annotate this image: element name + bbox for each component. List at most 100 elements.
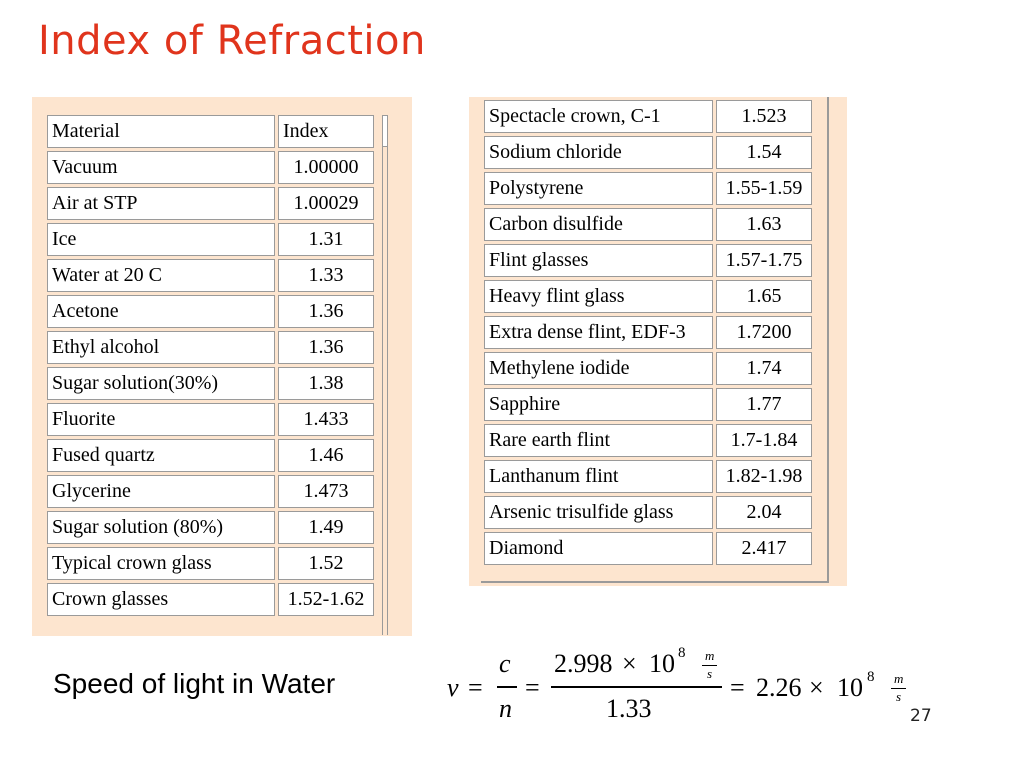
eq-equals-2: = (525, 673, 540, 702)
table-row: Carbon disulfide 1.63 (484, 208, 812, 241)
eq-unit-den-2: s (896, 689, 902, 704)
left-index-table: Material Index Vacuum 1.00000 Air at STP 1.00… (44, 112, 377, 619)
index-cell: 1.7200 (716, 316, 812, 349)
table-row: Methylene iodide 1.74 (484, 352, 812, 385)
index-cell: 1.523 (716, 100, 812, 133)
index-cell: 1.46 (278, 439, 374, 472)
eq-num-mantissa: 2.998 (554, 649, 613, 678)
index-cell: 1.7-1.84 (716, 424, 812, 457)
table-row: Ethyl alcohol 1.36 (47, 331, 374, 364)
index-cell: 1.63 (716, 208, 812, 241)
eq-exp-2: 8 (867, 669, 875, 685)
material-cell: Vacuum (47, 151, 275, 184)
eq-unit-num-2: m (894, 671, 904, 686)
material-cell: Spectacle crown, C-1 (484, 100, 713, 133)
right-table-bottom-rule (481, 581, 829, 583)
index-cell: 1.00000 (278, 151, 374, 184)
table-row: Heavy flint glass 1.65 (484, 280, 812, 313)
table-row: Crown glasses 1.52-1.62 (47, 583, 374, 616)
table-row: Acetone 1.36 (47, 295, 374, 328)
left-table-scrollbar[interactable] (382, 115, 388, 635)
table-row: Fused quartz 1.46 (47, 439, 374, 472)
table-row: Diamond 2.417 (484, 532, 812, 565)
index-cell: 1.36 (278, 295, 374, 328)
left-table-panel: Material Index Vacuum 1.00000 Air at STP 1.00… (32, 97, 412, 636)
material-cell: Water at 20 C (47, 259, 275, 292)
eq-unit-den-1: s (707, 666, 713, 681)
index-cell: 1.54 (716, 136, 812, 169)
table-row: Sugar solution (80%) 1.49 (47, 511, 374, 544)
index-cell: 1.38 (278, 367, 374, 400)
index-cell: 1.55-1.59 (716, 172, 812, 205)
material-cell: Fused quartz (47, 439, 275, 472)
index-cell: 1.00029 (278, 187, 374, 220)
table-row: Typical crown glass 1.52 (47, 547, 374, 580)
eq-unit-bar-1 (702, 665, 717, 666)
slide-title: Index of Refraction (38, 18, 426, 64)
material-cell: Rare earth flint (484, 424, 713, 457)
right-table-edge (827, 97, 829, 583)
eq-ten-1: 10 (649, 649, 675, 678)
index-cell: 1.31 (278, 223, 374, 256)
table-row: Rare earth flint 1.7-1.84 (484, 424, 812, 457)
eq-fraction-bar-cn (497, 686, 517, 688)
material-cell: Diamond (484, 532, 713, 565)
table-row: Arsenic trisulfide glass 2.04 (484, 496, 812, 529)
material-cell: Fluorite (47, 403, 275, 436)
table-row: Glycerine 1.473 (47, 475, 374, 508)
table-row: Lanthanum flint 1.82-1.98 (484, 460, 812, 493)
table-row: Ice 1.31 (47, 223, 374, 256)
material-cell: Glycerine (47, 475, 275, 508)
eq-exp-1: 8 (678, 645, 686, 661)
header-material: Material (47, 115, 275, 148)
table-row: Extra dense flint, EDF-3 1.7200 (484, 316, 812, 349)
eq-v: v (447, 673, 459, 702)
index-cell: 1.49 (278, 511, 374, 544)
table-row: Flint glasses 1.57-1.75 (484, 244, 812, 277)
table-row: Vacuum 1.00000 (47, 151, 374, 184)
eq-denominator: 1.33 (606, 694, 652, 723)
material-cell: Typical crown glass (47, 547, 275, 580)
table-row: Polystyrene 1.55-1.59 (484, 172, 812, 205)
material-cell: Sugar solution(30%) (47, 367, 275, 400)
index-cell: 1.74 (716, 352, 812, 385)
index-cell: 1.52 (278, 547, 374, 580)
material-cell: Flint glasses (484, 244, 713, 277)
material-cell: Lanthanum flint (484, 460, 713, 493)
table-row: Sapphire 1.77 (484, 388, 812, 421)
table-header-row: Material Index (47, 115, 374, 148)
index-cell: 2.04 (716, 496, 812, 529)
speed-caption: Speed of light in Water (53, 668, 336, 699)
index-cell: 1.433 (278, 403, 374, 436)
index-cell: 1.65 (716, 280, 812, 313)
index-cell: 2.417 (716, 532, 812, 565)
material-cell: Acetone (47, 295, 275, 328)
table-row: Sodium chloride 1.54 (484, 136, 812, 169)
material-cell: Ice (47, 223, 275, 256)
table-row: Spectacle crown, C-1 1.523 (484, 100, 812, 133)
header-index: Index (278, 115, 374, 148)
eq-ten-2: 10 (837, 673, 863, 702)
material-cell: Sugar solution (80%) (47, 511, 275, 544)
eq-times-1: × (622, 649, 637, 678)
eq-c: c (499, 649, 511, 678)
right-index-table: Spectacle crown, C-1 1.523 Sodium chloride… (481, 97, 815, 568)
material-cell: Heavy flint glass (484, 280, 713, 313)
index-cell: 1.33 (278, 259, 374, 292)
speed-equation: v = c n = 2.998 × 10 8 m s 1.33 = 2.26 ×… (447, 640, 917, 730)
table-row: Air at STP 1.00029 (47, 187, 374, 220)
material-cell: Carbon disulfide (484, 208, 713, 241)
scrollbar-thumb[interactable] (382, 115, 388, 147)
index-cell: 1.36 (278, 331, 374, 364)
table-row: Fluorite 1.433 (47, 403, 374, 436)
eq-n: n (499, 694, 512, 723)
page-number: 27 (910, 706, 932, 726)
eq-fraction-bar-main (551, 686, 722, 688)
material-cell: Ethyl alcohol (47, 331, 275, 364)
eq-times-2: × (809, 673, 824, 702)
eq-equals-1: = (468, 673, 483, 702)
material-cell: Sodium chloride (484, 136, 713, 169)
table-row: Water at 20 C 1.33 (47, 259, 374, 292)
eq-unit-num-1: m (705, 648, 715, 663)
material-cell: Polystyrene (484, 172, 713, 205)
